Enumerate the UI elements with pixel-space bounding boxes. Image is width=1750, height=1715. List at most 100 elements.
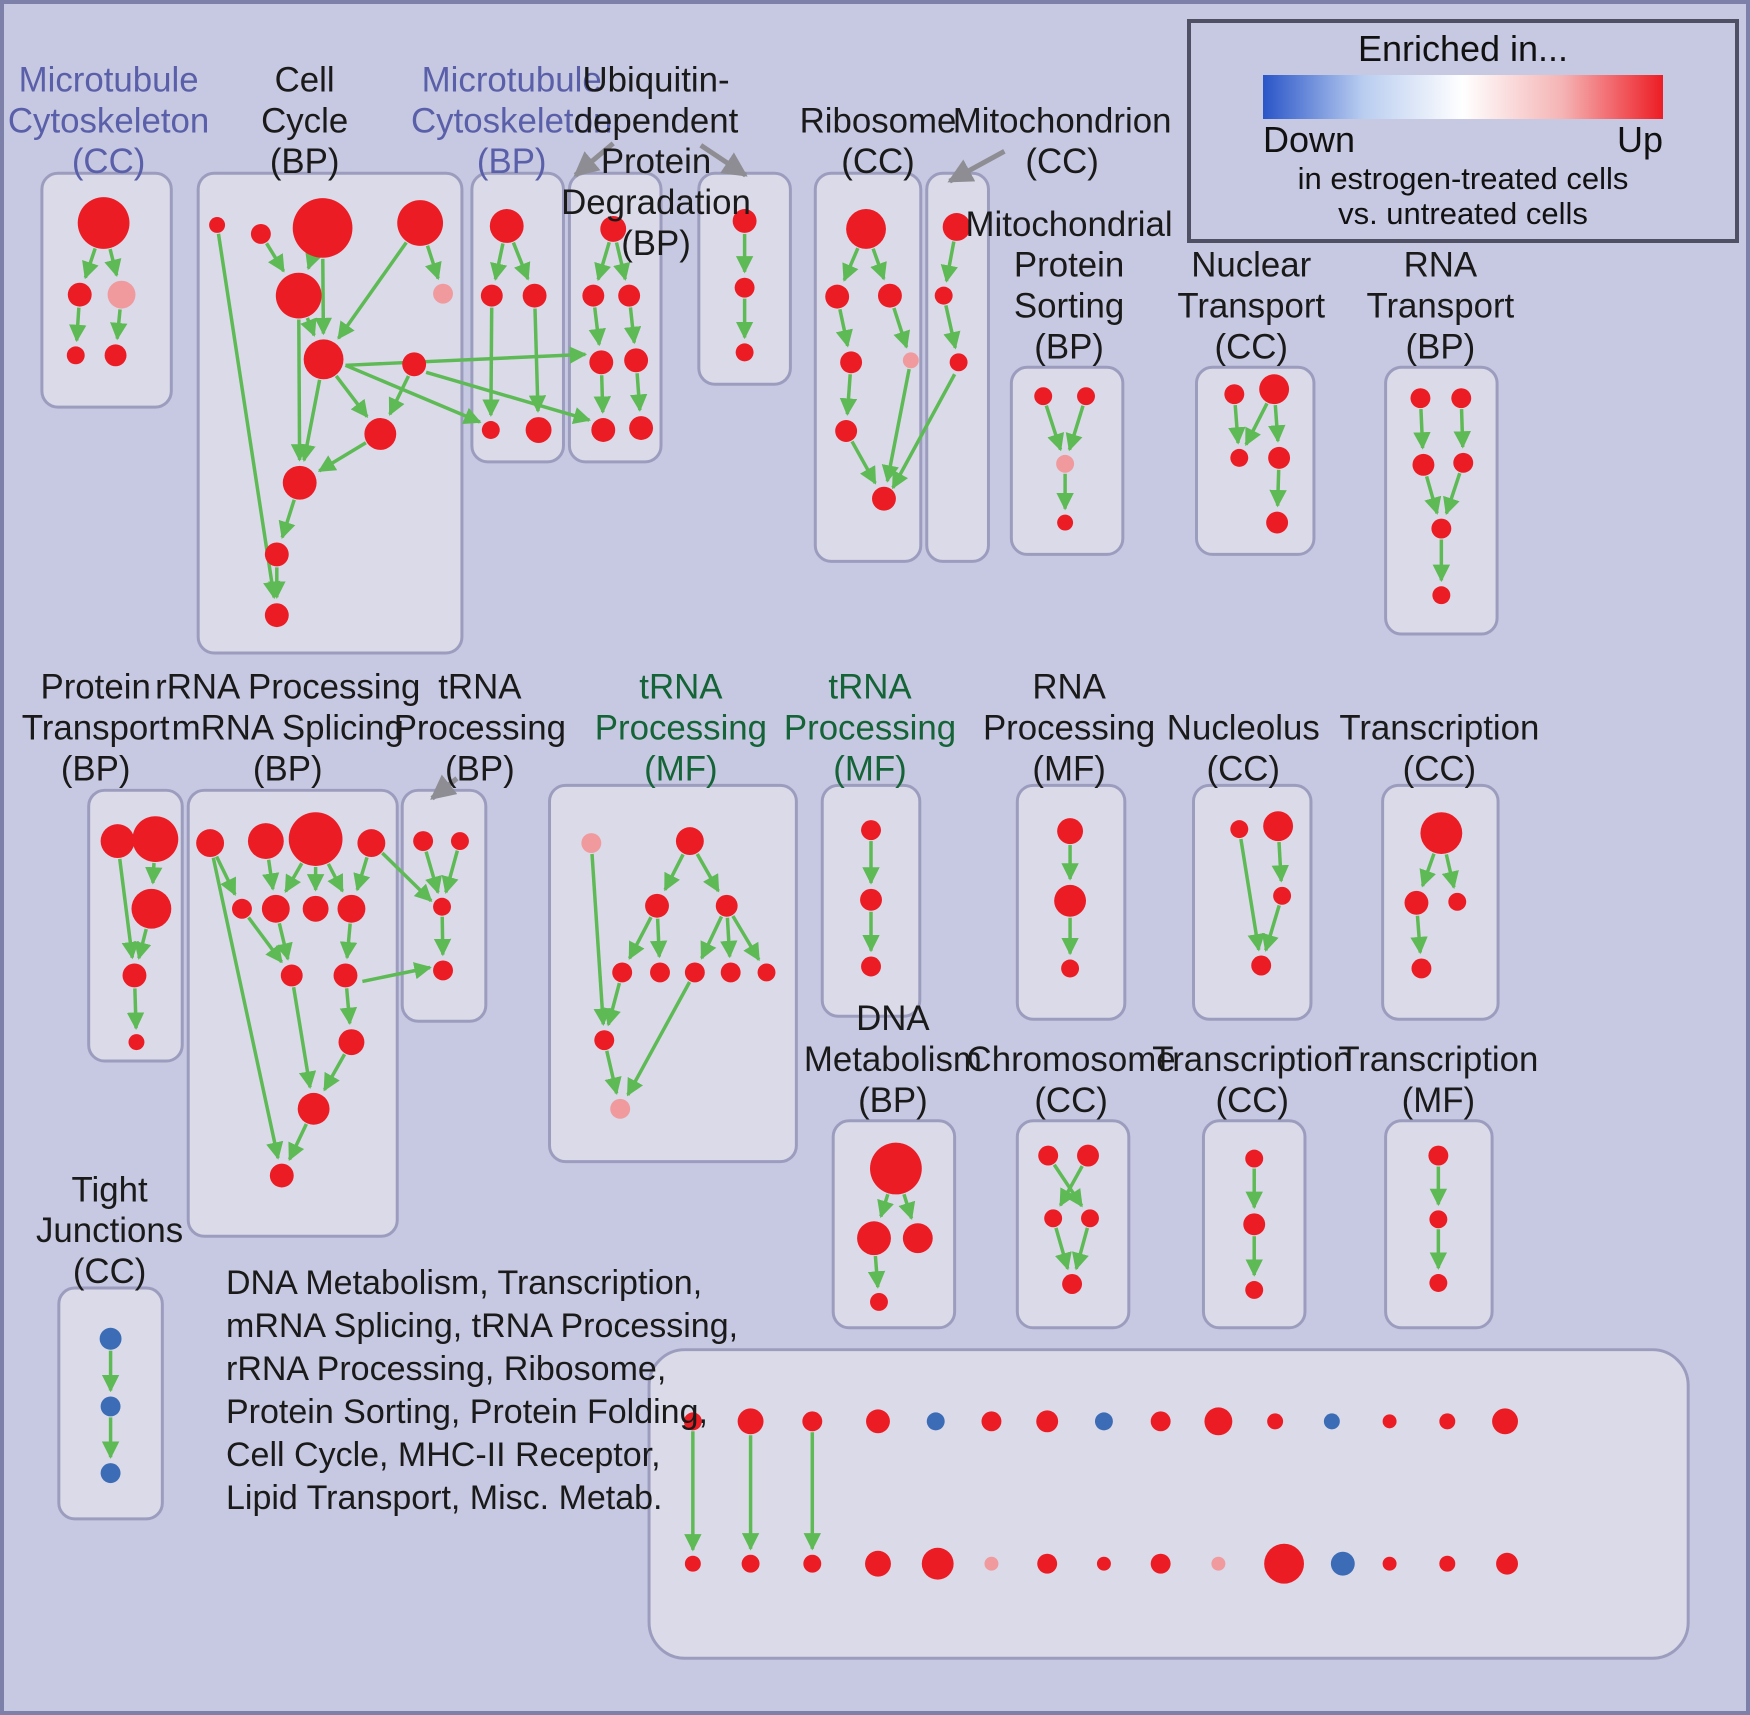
node-mitochondrion-cc-mt3 [949,353,968,372]
edge-dna-metabolism-bp-d2-d4 [867,1255,886,1289]
edge-protein-transport-bp-p3-p4 [134,928,152,960]
node-trna-processing-mf-1-g7 [684,962,705,983]
node-chromosome-cc-e1 [1038,1145,1059,1166]
edge-protein-transport-bp-p2-p3 [145,862,163,885]
group-label-trna-processing-bp: tRNA Processing (BP) [394,668,566,789]
node-chromosome-cc-e2 [1077,1144,1099,1167]
layer-edges [69,141,1471,1552]
edge-trna-processing-mf-1-g4-g9 [731,915,761,962]
node-rna-processing-mf-i2 [1054,884,1087,917]
group-label-mitochondrion-cc: Mitochondrion (CC) [953,101,1172,181]
node-misc-cluster-b5b [921,1547,954,1580]
node-mitochondrion-cc-mt1 [942,213,971,241]
node-rna-transport-bp-rt6 [1432,586,1451,605]
legend-ends-row: Down Up [1263,119,1663,161]
node-misc-cluster-b13b [1382,1556,1397,1571]
node-misc-cluster-b3t [802,1411,823,1432]
edge-ubiquitin-degradation-bp-u1-u3 [613,242,631,281]
edge-rrna-processing-mrna-splicing-bp-q6-q9 [275,922,293,961]
node-ubiquitin-degradation-bp-u2 [582,284,605,307]
node-rrna-processing-mrna-splicing-bp-q5 [232,898,252,919]
node-nucleolus-cc-j4 [1251,955,1272,976]
node-ubiquitin-degradation-bp-u6 [591,418,616,442]
edge-transcription-cc-mid-k1-k2 [1419,853,1436,888]
node-misc-cluster-b8t [1094,1412,1113,1431]
pointer-arrow-3 [430,774,459,801]
group-label-rrna-processing-mrna-splicing-bp: rRNA Processing mRNA Splicing (BP) [155,668,420,789]
node-misc-cluster-b5t [926,1412,945,1431]
node-transcription-cc-bottom-f3 [1245,1281,1264,1299]
node-dna-metabolism-bp-d3 [902,1223,933,1254]
node-rrna-processing-mrna-splicing-bp-q6 [261,894,290,923]
node-misc-cluster-b9t [1150,1411,1171,1432]
node-rrna-processing-mrna-splicing-bp-q8 [337,894,366,923]
edge-trna-processing-mf-1-g1-g10 [590,853,611,1026]
node-nuclear-transport-cc-nt1 [1224,384,1245,405]
edge-microtubule-cytoskeleton-bp-m3-m5 [528,308,547,413]
edge-rrna-processing-mrna-splicing-bp-q11-q12 [322,1053,347,1092]
node-misc-cluster-b4b [865,1550,891,1577]
cross-edge-5 [381,851,433,903]
node-protein-transport-bp-p2 [132,816,179,862]
node-rrna-processing-mrna-splicing-bp-q2 [247,823,284,859]
edge-nuclear-transport-cc-nt4-nt5 [1269,469,1287,508]
edge-ubiquitin-degradation-bp-u5-u7 [629,373,648,412]
edge-protein-transport-bp-p4-p5 [126,988,145,1030]
node-misc-cluster-b6t [981,1411,1002,1432]
edge-microtubule-cytoskeleton-cc-a1-a2 [82,247,99,280]
legend-gradient-bar [1263,75,1663,119]
node-trna-processing-bp-t3 [433,897,451,916]
legend-down-label: Down [1263,119,1356,160]
node-microtubule-cytoskeleton-bp-m2 [480,284,503,307]
node-cell-cycle-bp-c9 [364,418,397,450]
node-rna-transport-bp-rt2 [1451,388,1472,409]
node-trna-processing-mf-2-h3 [861,956,881,977]
node-misc-cluster-b15t [1492,1408,1518,1435]
node-misc-cluster-b2b [741,1554,760,1573]
node-ubiquitin-degradation-bp-u4 [589,350,614,375]
node-dna-metabolism-bp-d1 [870,1142,922,1195]
node-microtubule-cytoskeleton-bp-m1 [489,209,524,243]
edge-microtubule-cytoskeleton-cc-a1-a3 [104,248,122,278]
edge-trna-processing-mf-1-g5-g10 [603,982,622,1027]
layer-labels: Microtubule Cytoskeleton (CC) Cell Cycle (BP)… [8,61,1539,1291]
node-misc-cluster-b9b [1150,1553,1171,1574]
node-misc-cluster-b4t [866,1409,890,1434]
node-rna-processing-mf-i3 [1061,959,1080,978]
node-trna-processing-mf-1-g10 [594,1030,615,1051]
group-label-transcription-mf: Transcription (MF) [1338,1040,1538,1120]
edge-chromosome-cc-e2-e3 [1058,1165,1084,1207]
legend-title: Enriched in... [1357,28,1569,69]
node-ubiquitin-degradation-bp-u7 [629,416,654,440]
node-dna-metabolism-bp-d4 [870,1292,888,1311]
node-rna-transport-bp-rt4 [1453,452,1474,473]
edge-mitochondrion-cc-mt1-mt2 [940,241,958,283]
node-protein-transport-bp-p1 [100,824,135,858]
node-tight-junctions-cc-tj1 [99,1327,122,1350]
node-rna-processing-mf-i1 [1057,818,1084,845]
node-cell-cycle-bp-c11 [264,542,289,567]
group-label-tight-junctions-cc: Tight Junctions (CC) [36,1170,183,1291]
cross-edge-1 [345,346,588,368]
edge-protein-transport-bp-p1-p4 [118,858,139,960]
edge-mitochondrial-protein-sorting-bp-s1-s3 [1044,405,1064,452]
edge-trna-processing-mf-1-g4-g8 [720,917,738,959]
node-tight-junctions-cc-tj3 [100,1463,121,1484]
edge-cell-cycle-bp-c4-c6 [425,245,442,281]
edge-microtubule-cytoskeleton-cc-a2-a4 [69,307,87,343]
node-ubiquitin-degradation-bp-2-v2 [734,277,755,298]
node-rna-transport-bp-rt3 [1412,453,1435,476]
edge-nucleolus-cc-j1-j4 [1239,838,1265,952]
node-misc-cluster-b7b [1037,1553,1058,1574]
node-trna-processing-mf-2-h1 [861,820,881,841]
node-cell-cycle-bp-c5 [275,272,322,319]
cross-edge-2 [425,370,592,425]
legend-caption-line1: in estrogen-treated cells [1297,161,1629,196]
edge-microtubule-cytoskeleton-bp-m2-m4 [482,307,500,417]
edge-rrna-processing-mrna-splicing-bp-q1-q13 [211,857,284,1160]
edge-rrna-processing-mrna-splicing-bp-q3-q8 [326,863,344,893]
group-label-trna-processing-mf-1: tRNA Processing (MF) [595,668,767,789]
node-microtubule-cytoskeleton-cc-a2 [67,282,92,307]
edge-rna-transport-bp-rt2-rt4 [1453,409,1471,449]
